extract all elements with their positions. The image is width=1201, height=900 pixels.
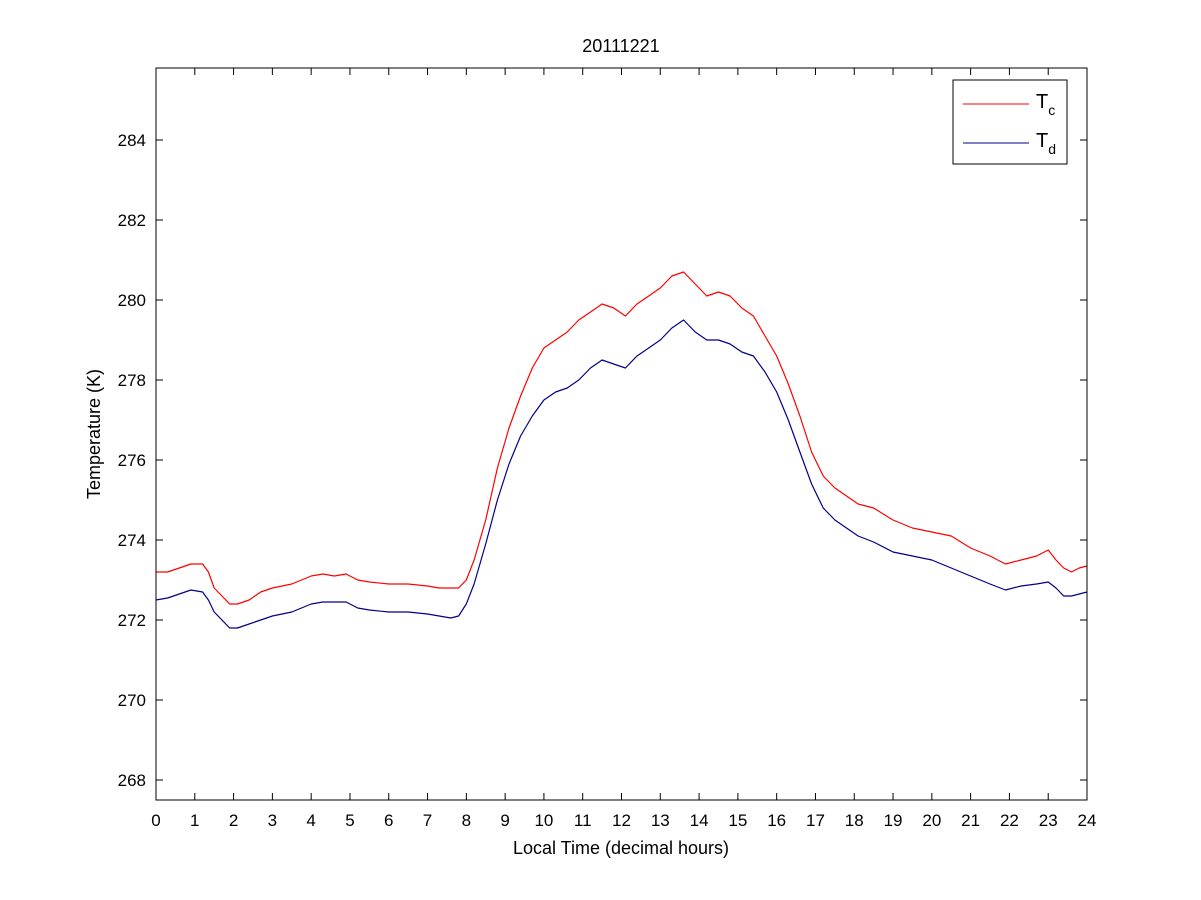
y-tick-label: 272: [118, 611, 146, 630]
x-tick-label: 1: [190, 811, 199, 830]
x-tick-label: 12: [612, 811, 631, 830]
x-tick-label: 9: [500, 811, 509, 830]
y-tick-label: 276: [118, 451, 146, 470]
legend-label-tc: Tc: [1036, 91, 1055, 118]
x-tick-label: 19: [884, 811, 903, 830]
x-tick-label: 4: [306, 811, 315, 830]
x-tick-label: 17: [806, 811, 825, 830]
x-tick-label: 13: [651, 811, 670, 830]
x-tick-label: 5: [345, 811, 354, 830]
x-tick-label: 15: [728, 811, 747, 830]
y-tick-label: 274: [118, 531, 146, 550]
y-tick-label: 270: [118, 691, 146, 710]
x-tick-label: 8: [462, 811, 471, 830]
x-tick-label: 14: [690, 811, 709, 830]
x-tick-label: 2: [229, 811, 238, 830]
legend-box: [952, 79, 1068, 165]
y-axis: 268 270 272 274 276 278 280 282 284: [118, 131, 1087, 790]
legend-label-td: Td: [1036, 130, 1056, 157]
y-tick-label: 282: [118, 211, 146, 230]
x-tick-label: 21: [961, 811, 980, 830]
series-line-td: [155, 319, 1088, 629]
x-tick-label: 3: [268, 811, 277, 830]
series-line-tc: [156, 271, 1088, 605]
x-axis-title: Local Time (decimal hours): [513, 838, 729, 858]
x-tick-label: 6: [384, 811, 393, 830]
x-tick-label: 22: [1000, 811, 1019, 830]
y-tick-label: 268: [118, 771, 146, 790]
x-tick-label: 16: [767, 811, 786, 830]
plot-area: [156, 68, 1087, 800]
x-tick-label: 11: [574, 811, 592, 830]
chart-title: 20111221: [582, 36, 659, 56]
y-tick-label: 284: [118, 131, 146, 150]
x-tick-label: 0: [151, 811, 160, 830]
x-tick-label: 18: [845, 811, 864, 830]
x-tick-label: 23: [1039, 811, 1058, 830]
y-tick-label: 280: [118, 291, 146, 310]
y-tick-label: 278: [118, 371, 146, 390]
legend: Tc Td: [952, 79, 1068, 165]
x-tick-label: 20: [922, 811, 941, 830]
x-tick-label: 7: [423, 811, 432, 830]
x-tick-label: 24: [1078, 811, 1097, 830]
series-layer: [155, 271, 1088, 629]
x-axis: 0 1 2 3 4 5 6 7 8 9 10 11 12 13 14 15 16 17 18 19 20 21 22 23 24: [151, 68, 1096, 830]
y-axis-title: Temperature (K): [84, 369, 104, 499]
x-tick-label: 10: [534, 811, 553, 830]
